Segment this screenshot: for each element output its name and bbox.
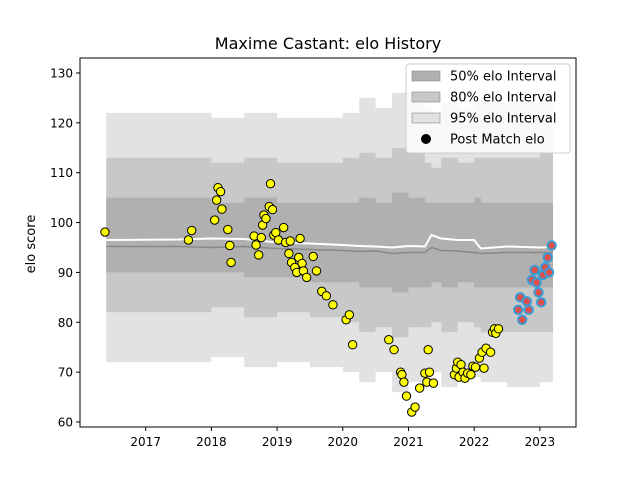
plot-frame (79, 57, 577, 428)
y-axis-label: elo score (24, 215, 39, 274)
match-point (183, 235, 194, 245)
legend-label: 50% elo Interval (450, 70, 557, 85)
match-point (284, 248, 294, 259)
match-point (328, 300, 338, 310)
recent-match-point (523, 304, 534, 316)
plot-content (100, 87, 557, 417)
match-point (223, 224, 233, 235)
match-point (344, 310, 355, 320)
match-point (347, 340, 358, 350)
recent-match-point (516, 314, 528, 325)
x-tick-label: 2020 (328, 435, 359, 449)
chart-title: Maxime Castant: elo History (215, 34, 441, 53)
match-point (389, 345, 399, 355)
match-point (424, 367, 435, 377)
match-point (251, 240, 261, 250)
match-point (485, 347, 496, 357)
match-point (100, 227, 110, 237)
recent-match-point (533, 287, 544, 298)
recent-match-point (542, 252, 553, 263)
match-point (297, 258, 307, 269)
recent-match-point (529, 264, 540, 276)
match-point (423, 345, 433, 355)
y-tick-label: 70 (58, 366, 73, 380)
match-point (209, 215, 220, 225)
legend-label: 95% elo Interval (450, 112, 557, 127)
y-tick-label: 60 (58, 416, 73, 430)
match-point (217, 204, 227, 214)
match-point (226, 257, 236, 268)
match-point (470, 362, 481, 372)
match-point (308, 251, 318, 262)
match-point (186, 225, 197, 236)
match-point (301, 272, 312, 283)
match-point (278, 222, 289, 233)
recent-match-point (521, 296, 532, 307)
match-point (256, 232, 267, 243)
x-tick-label: 2017 (130, 435, 161, 449)
match-point (267, 204, 278, 215)
match-point (414, 383, 425, 393)
recent-match-point (543, 267, 555, 278)
match-point (428, 378, 439, 388)
axes: 2017 2018 2019 2020 2021 2022 2023 60 70 80 90 100 1… (50, 57, 577, 449)
match-point (466, 369, 476, 380)
legend-box (405, 63, 571, 154)
recent-match-point (531, 277, 542, 288)
match-point (215, 186, 226, 197)
legend-swatch (411, 91, 441, 103)
median-line (106, 245, 554, 255)
mean-line (106, 233, 554, 250)
match-point (321, 291, 332, 301)
match-point (253, 250, 264, 260)
y-tick-label: 80 (58, 316, 73, 330)
legend-label: 80% elo Interval (450, 91, 557, 106)
y-tick-label: 110 (50, 166, 73, 180)
match-point (410, 402, 420, 412)
match-point (479, 363, 489, 373)
match-point (384, 335, 394, 345)
match-point (265, 178, 276, 189)
legend-label: Post Match elo (450, 133, 545, 148)
legend-swatch (411, 70, 441, 82)
y-tick-label: 90 (58, 266, 73, 280)
match-point (311, 266, 322, 276)
legend-swatch (411, 112, 441, 124)
x-tick-label: 2023 (525, 435, 556, 449)
match-point (493, 324, 504, 334)
y-tick-label: 120 (50, 116, 73, 130)
y-tick-label: 130 (50, 66, 73, 80)
recent-match-point (512, 304, 524, 316)
y-tick-label: 100 (50, 216, 73, 230)
match-point (211, 195, 222, 205)
match-point (401, 391, 412, 401)
plot-area (100, 87, 557, 417)
match-point (295, 233, 305, 244)
x-tick-label: 2018 (196, 435, 227, 449)
match-point (399, 377, 409, 387)
recent-match-point (535, 297, 547, 308)
legend-marker (421, 134, 431, 144)
recent-match-point (546, 240, 557, 251)
match-point (225, 240, 235, 251)
match-point (285, 236, 295, 246)
legend: 50% elo Interval 80% elo Interval 95% elo … (405, 63, 571, 154)
x-tick-label: 2021 (393, 435, 424, 449)
x-tick-label: 2022 (459, 435, 490, 449)
x-tick-label: 2019 (262, 435, 293, 449)
match-point (261, 213, 271, 224)
